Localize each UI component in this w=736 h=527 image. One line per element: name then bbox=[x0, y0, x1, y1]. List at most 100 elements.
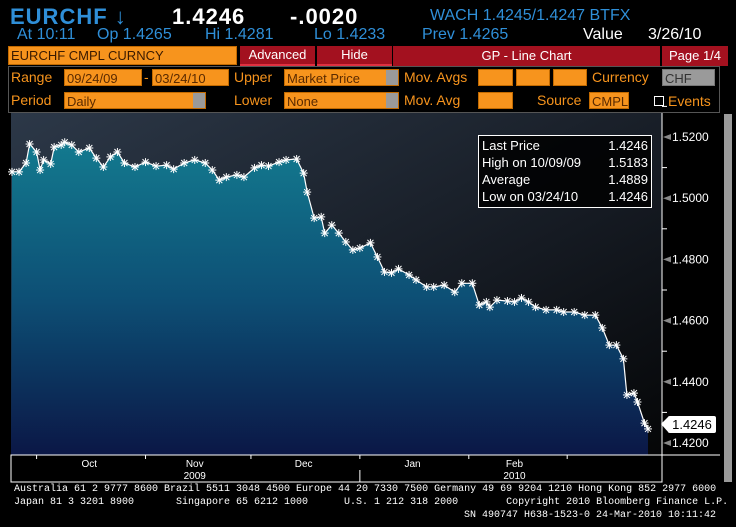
period-value: Daily bbox=[67, 94, 96, 109]
range-label: Range bbox=[11, 69, 53, 85]
price-area bbox=[11, 142, 648, 455]
dropdown-handle[interactable] bbox=[386, 93, 398, 108]
data-point bbox=[120, 159, 129, 168]
y-tick-mark bbox=[663, 134, 671, 140]
down-arrow-icon: ↓ bbox=[114, 4, 127, 29]
y-tick-mark bbox=[663, 317, 671, 324]
legend-row-last: Last Price 1.4246 bbox=[482, 137, 648, 154]
ticker-symbol: EURCHF bbox=[10, 4, 108, 29]
lower-select[interactable]: None bbox=[284, 92, 399, 109]
dropdown-handle[interactable] bbox=[386, 70, 398, 85]
mov-avg-input-1[interactable] bbox=[478, 69, 513, 86]
advanced-button[interactable]: Advanced bbox=[240, 46, 315, 66]
data-point bbox=[485, 303, 494, 312]
y-tick-label: 1.4800 bbox=[672, 252, 709, 266]
scrollbar[interactable] bbox=[724, 114, 732, 482]
low-price: Lo 1.4233 bbox=[314, 26, 386, 43]
data-point bbox=[99, 162, 108, 171]
data-point bbox=[580, 311, 589, 320]
data-point bbox=[327, 221, 336, 230]
data-point bbox=[450, 288, 459, 297]
source-input[interactable]: CMPL bbox=[589, 92, 629, 109]
data-point bbox=[222, 173, 231, 182]
legend-value: 1.5183 bbox=[608, 155, 648, 170]
data-point bbox=[74, 147, 83, 156]
data-point bbox=[257, 161, 266, 170]
dropdown-handle[interactable] bbox=[193, 93, 205, 108]
currency-input[interactable]: CHF bbox=[662, 69, 715, 86]
data-point bbox=[380, 267, 389, 276]
data-point bbox=[130, 162, 139, 171]
data-point bbox=[162, 161, 171, 170]
events-label: Events bbox=[668, 93, 711, 109]
settings-panel bbox=[8, 66, 720, 113]
upper-select[interactable]: Market Price bbox=[284, 69, 399, 86]
data-point bbox=[570, 308, 579, 317]
data-point bbox=[180, 159, 189, 168]
data-point bbox=[152, 162, 161, 171]
legend-row-low: Low on 03/24/10 1.4246 bbox=[482, 188, 648, 205]
mov-avg-input-2[interactable] bbox=[516, 69, 550, 86]
source-label: Source bbox=[537, 92, 582, 108]
data-point bbox=[8, 167, 16, 176]
x-month-label: Dec bbox=[295, 459, 313, 470]
data-point bbox=[373, 252, 382, 261]
data-point bbox=[552, 305, 561, 314]
data-point bbox=[468, 279, 477, 288]
upper-label: Upper bbox=[234, 69, 273, 85]
page-indicator[interactable]: Page 1/4 bbox=[662, 46, 728, 66]
mov-avg-input-3[interactable] bbox=[553, 69, 587, 86]
legend-label: High on 10/09/09 bbox=[482, 155, 582, 170]
legend-value: 1.4889 bbox=[608, 172, 648, 187]
data-point bbox=[46, 159, 55, 168]
data-point bbox=[629, 389, 638, 398]
data-point bbox=[215, 176, 224, 185]
upper-value: Market Price bbox=[287, 71, 360, 86]
mov-avg-label: Mov. Avg bbox=[404, 92, 461, 108]
mov-avg-input[interactable] bbox=[478, 92, 513, 109]
data-point bbox=[250, 163, 259, 172]
period-select[interactable]: Daily bbox=[64, 92, 206, 109]
y-tick-mark bbox=[663, 378, 671, 385]
data-point bbox=[341, 237, 350, 246]
data-point bbox=[542, 305, 551, 314]
footer-serial: SN 490747 H638-1523-0 24-Mar-2010 10:11:… bbox=[464, 510, 717, 521]
data-point bbox=[113, 147, 122, 156]
last-price: 1.4246 bbox=[172, 4, 246, 29]
value-date: 3/26/10 bbox=[648, 26, 702, 43]
events-checkbox[interactable] bbox=[654, 96, 664, 106]
data-point bbox=[92, 154, 101, 163]
data-point bbox=[106, 152, 115, 161]
range-start-input[interactable]: 09/24/09 bbox=[64, 69, 142, 86]
data-point bbox=[32, 147, 41, 156]
y-tick-label: 1.5200 bbox=[672, 130, 709, 144]
x-month-label: Nov bbox=[186, 459, 204, 470]
value-label: Value bbox=[583, 26, 623, 43]
data-point bbox=[275, 158, 284, 167]
data-point bbox=[394, 264, 403, 273]
data-point bbox=[429, 282, 438, 291]
x-year-label: 2009 bbox=[184, 471, 207, 482]
quote-time: At 10:11 bbox=[17, 26, 76, 43]
footer-phone-line-1: Australia 61 2 9777 8600 Brazil 5511 304… bbox=[14, 484, 717, 495]
data-point bbox=[591, 311, 600, 320]
data-point bbox=[640, 419, 649, 428]
data-point bbox=[387, 268, 396, 277]
y-tick-label: 1.4200 bbox=[672, 436, 709, 450]
mov-avgs-label: Mov. Avgs bbox=[404, 69, 468, 85]
data-point bbox=[475, 300, 484, 309]
x-axis-box bbox=[10, 454, 663, 483]
data-point bbox=[644, 424, 652, 433]
range-end-input[interactable]: 03/24/10 bbox=[152, 69, 229, 86]
legend-label: Last Price bbox=[482, 138, 540, 153]
y-tick-mark bbox=[663, 440, 671, 446]
range-separator: - bbox=[144, 69, 149, 85]
data-point bbox=[524, 297, 533, 306]
data-point bbox=[15, 167, 24, 176]
security-input[interactable]: EURCHF CMPL CURNCY bbox=[8, 46, 237, 65]
data-point bbox=[232, 170, 241, 179]
data-point bbox=[482, 297, 491, 306]
data-point bbox=[22, 159, 31, 168]
data-point bbox=[622, 390, 631, 399]
hide-button[interactable]: Hide bbox=[317, 46, 392, 66]
